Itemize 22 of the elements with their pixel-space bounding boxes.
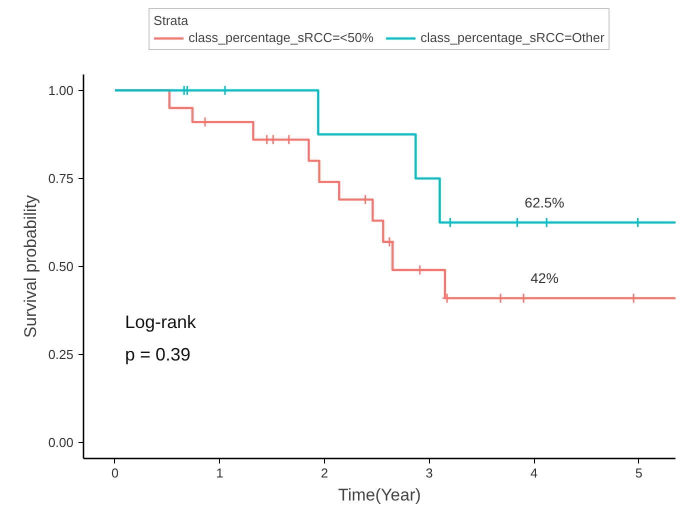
annotation: 42% [530, 270, 559, 286]
x-tick-label: 3 [426, 466, 433, 480]
y-tick-label: 0.25 [48, 347, 74, 362]
x-axis-title: Time(Year) [338, 486, 421, 504]
y-tick-label: 0.75 [48, 170, 74, 186]
y-tick-label: 0.50 [48, 259, 74, 274]
x-tick-label: 2 [320, 466, 328, 480]
x-tick-label: 4 [530, 466, 538, 480]
y-tick-label: 0.00 [48, 435, 74, 450]
x-tick-label: 5 [635, 466, 642, 480]
point [284, 134, 294, 145]
y-axis-title: Survival probability [21, 194, 40, 338]
annotation: 62.5% [524, 194, 564, 210]
annotation: Log-rank [124, 312, 197, 332]
x-tick-label: 0 [111, 466, 119, 480]
point [268, 134, 278, 145]
legend-title: Strata [154, 13, 190, 28]
annotation: p = 0.39 [124, 344, 191, 364]
legend-label: class_percentage_sRCC=<50% [188, 30, 374, 45]
x-tick-label: 1 [216, 466, 224, 480]
y-tick-label: 1.00 [48, 82, 74, 98]
legend-label: class_percentage_sRCC=Other [420, 30, 604, 45]
